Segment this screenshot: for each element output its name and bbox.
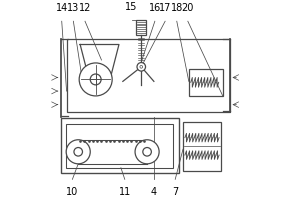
Text: 7: 7 [172,187,178,197]
Text: 10: 10 [66,187,79,197]
Circle shape [143,148,152,156]
Circle shape [79,63,112,96]
Bar [189,69,223,96]
Circle shape [90,74,101,85]
Bar [136,20,146,35]
Circle shape [66,140,90,164]
Text: 17: 17 [159,3,171,13]
Bar [67,39,230,112]
Text: 14: 14 [56,3,68,13]
Bar [61,118,179,173]
Circle shape [137,63,146,71]
Bar [183,122,221,171]
Text: 11: 11 [119,187,131,197]
Text: 18: 18 [171,3,183,13]
Text: 12: 12 [79,3,91,13]
Circle shape [140,65,142,68]
Circle shape [74,148,82,156]
Text: 13: 13 [67,3,80,13]
Bar [66,124,173,168]
Text: 16: 16 [149,3,161,13]
Text: 4: 4 [151,187,157,197]
Text: 15: 15 [125,2,138,12]
Circle shape [135,140,159,164]
Text: 20: 20 [182,3,194,13]
